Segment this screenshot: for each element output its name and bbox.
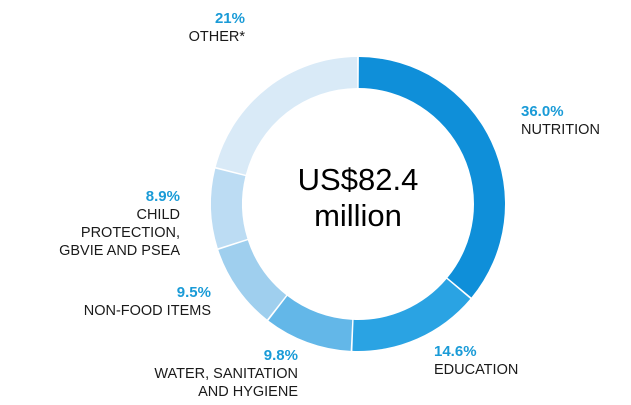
- center-total: US$82.4 million: [258, 162, 458, 234]
- pct-child-protection: 8.9%: [145, 188, 180, 205]
- pct-other: 21%: [214, 10, 245, 27]
- pct-education: 14.6%: [434, 343, 477, 360]
- label-wash: 9.8% WATER, SANITATION AND HYGIENE: [154, 347, 298, 401]
- pct-nutrition: 36.0%: [521, 103, 564, 120]
- slice-child-protection-gbvie-and-psea: [211, 168, 248, 249]
- slice-water-sanitation-and-hygiene: [268, 295, 353, 351]
- center-unit: million: [314, 198, 402, 233]
- name-nutrition: NUTRITION: [521, 122, 600, 138]
- name-child-protection: CHILD PROTECTION, GBVIE AND PSEA: [59, 207, 180, 259]
- name-non-food-items: NON-FOOD ITEMS: [83, 303, 211, 319]
- pct-wash: 9.8%: [263, 347, 298, 364]
- slice-nutrition: [358, 57, 506, 298]
- label-nutrition: 36.0% NUTRITION: [521, 103, 600, 139]
- name-other: OTHER*: [188, 29, 245, 45]
- center-amount: US$82.4: [297, 162, 419, 197]
- label-education: 14.6% EDUCATION: [434, 343, 518, 379]
- pct-non-food-items: 9.5%: [176, 284, 211, 301]
- name-education: EDUCATION: [434, 362, 519, 378]
- label-child-protection: 8.9% CHILD PROTECTION, GBVIE AND PSEA: [59, 188, 180, 260]
- label-other: 21% OTHER*: [189, 10, 245, 46]
- slice-other: [215, 57, 358, 175]
- label-non-food-items: 9.5% NON-FOOD ITEMS: [84, 284, 211, 320]
- slice-education: [352, 278, 471, 351]
- slice-non-food-items: [218, 240, 287, 320]
- name-wash: WATER, SANITATION AND HYGIENE: [154, 366, 298, 400]
